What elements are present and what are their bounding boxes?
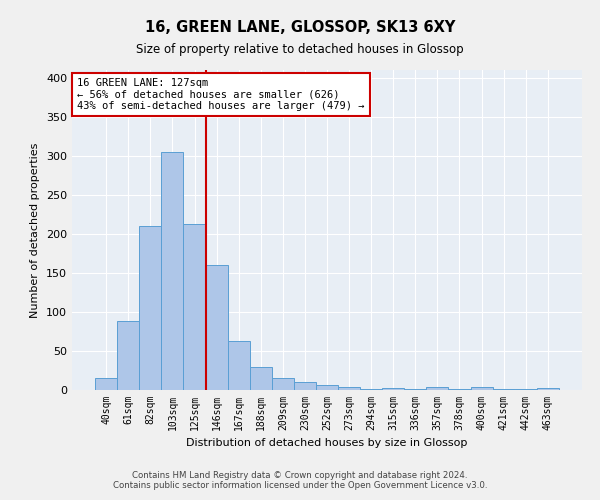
Bar [117, 322, 139, 390]
Bar [272, 378, 294, 390]
Bar [515, 389, 537, 390]
Bar [493, 389, 515, 390]
Bar [95, 378, 117, 390]
Bar [338, 387, 360, 390]
X-axis label: Distribution of detached houses by size in Glossop: Distribution of detached houses by size … [187, 438, 467, 448]
Bar [184, 224, 206, 390]
Bar [139, 226, 161, 390]
Bar [227, 341, 250, 390]
Bar [382, 388, 404, 390]
Bar [470, 387, 493, 390]
Text: 16 GREEN LANE: 127sqm
← 56% of detached houses are smaller (626)
43% of semi-det: 16 GREEN LANE: 127sqm ← 56% of detached … [77, 78, 365, 111]
Bar [448, 389, 470, 390]
Bar [404, 389, 427, 390]
Bar [206, 265, 227, 390]
Bar [537, 388, 559, 390]
Bar [360, 389, 382, 390]
Text: Size of property relative to detached houses in Glossop: Size of property relative to detached ho… [136, 42, 464, 56]
Bar [316, 386, 338, 390]
Bar [427, 387, 448, 390]
Text: 16, GREEN LANE, GLOSSOP, SK13 6XY: 16, GREEN LANE, GLOSSOP, SK13 6XY [145, 20, 455, 35]
Bar [294, 382, 316, 390]
Bar [161, 152, 184, 390]
Y-axis label: Number of detached properties: Number of detached properties [31, 142, 40, 318]
Text: Contains HM Land Registry data © Crown copyright and database right 2024.
Contai: Contains HM Land Registry data © Crown c… [113, 470, 487, 490]
Bar [250, 366, 272, 390]
